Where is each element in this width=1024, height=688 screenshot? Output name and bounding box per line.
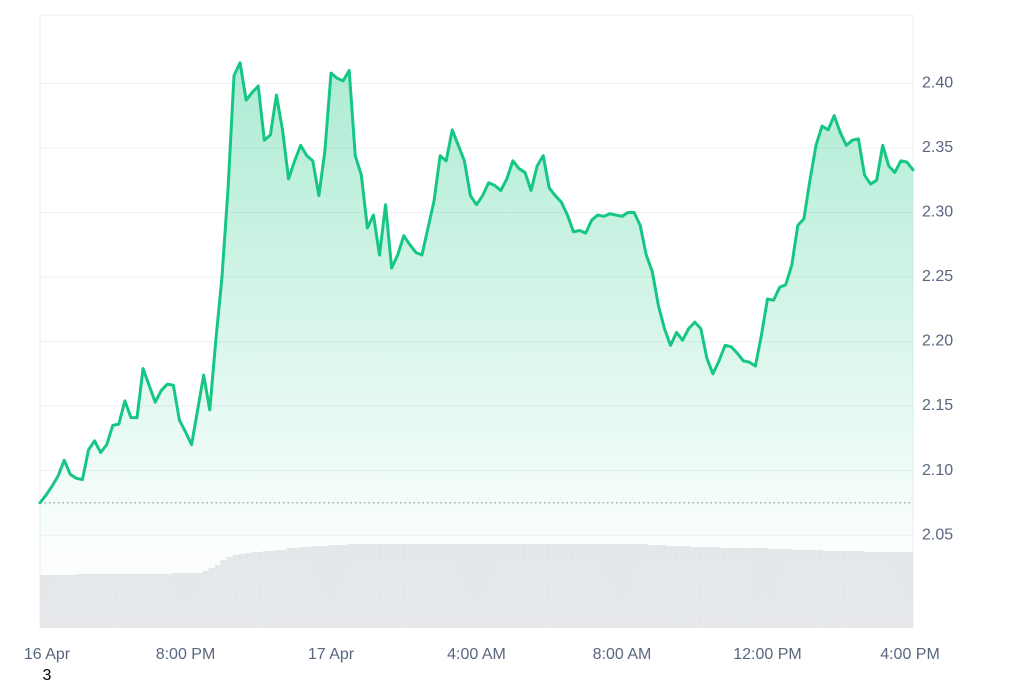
y-tick-label: 2.15 [922, 397, 953, 414]
y-tick-label: 2.40 [922, 75, 953, 92]
price-area [40, 62, 913, 628]
x-tick-label: 8:00 AM [593, 646, 652, 663]
x-tick-label: 8:00 PM [156, 646, 216, 663]
x-tick-label: 17 Apr [308, 646, 355, 663]
price-line [38, 61, 915, 505]
x-tick-label: 4:00 PM [880, 646, 940, 663]
y-tick-label: 2.35 [922, 139, 953, 156]
annotation: 3 [43, 667, 52, 683]
y-tick-label: 2.30 [922, 204, 953, 221]
y-tick-label: 2.10 [922, 462, 953, 479]
x-tick-label: 12:00 PM [733, 646, 801, 663]
y-tick-label: 2.20 [922, 333, 953, 350]
x-tick-label: 16 Apr [24, 646, 71, 663]
x-tick-label: 4:00 AM [447, 646, 506, 663]
y-tick-label: 2.05 [922, 526, 953, 543]
y-tick-label: 2.25 [922, 268, 953, 285]
